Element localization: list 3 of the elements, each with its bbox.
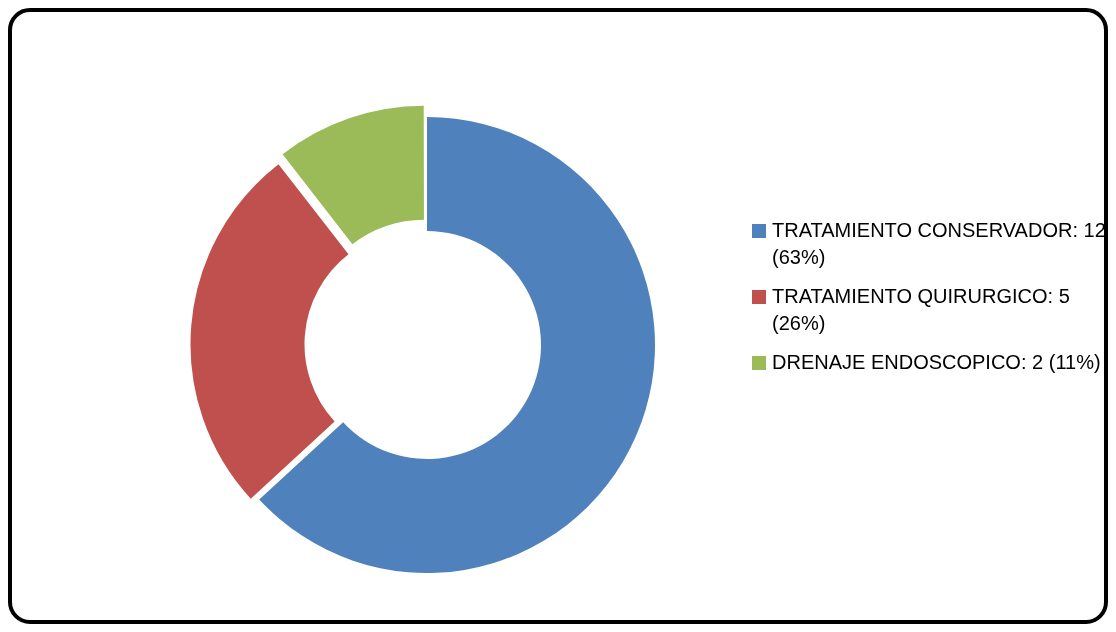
legend-label: DRENAJE ENDOSCOPICO: 2 (11%) [772,350,1101,375]
legend-label: TRATAMIENTO QUIRURGICO: 5 (26%) [772,284,1071,336]
legend-label: TRATAMIENTO CONSERVADOR: 12 (63%) [772,218,1105,270]
